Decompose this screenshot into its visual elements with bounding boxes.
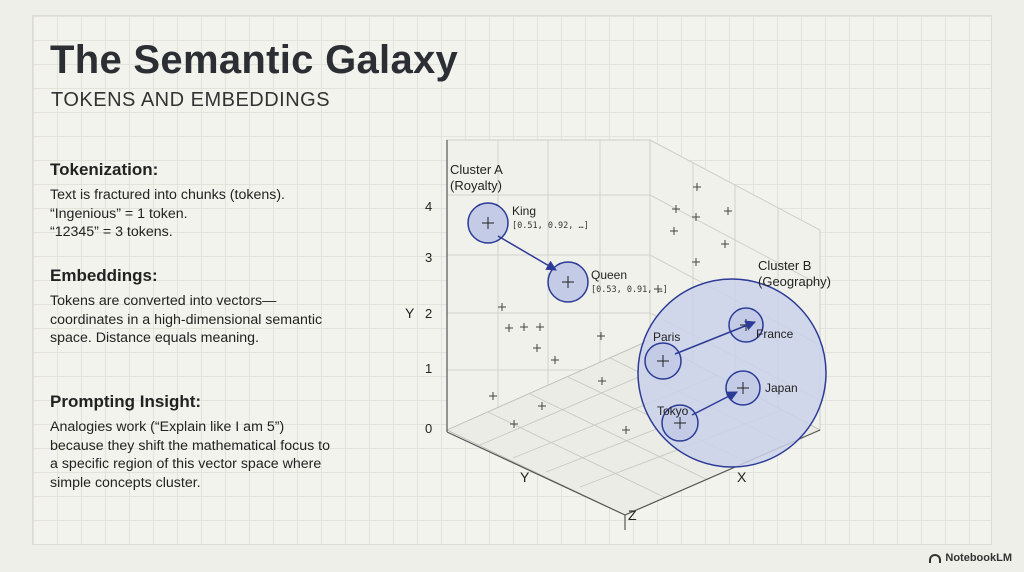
body-line: Text is fractured into chunks (tokens).	[50, 187, 285, 203]
section-embeddings: Embeddings: Tokens are converted into ve…	[50, 266, 335, 348]
section-heading: Embeddings:	[50, 266, 158, 285]
token-label: King	[512, 204, 536, 218]
token-marker	[510, 420, 518, 428]
token-marker	[597, 332, 605, 340]
token-marker	[721, 240, 729, 248]
token-marker	[598, 377, 606, 385]
token-paris: Paris	[644, 330, 682, 380]
y-axis-label: Y	[405, 305, 415, 321]
y-axis-ticks: 4 3 2 1 0	[425, 199, 432, 436]
footer-brand: NotebookLM	[929, 552, 1012, 564]
token-marker	[654, 285, 662, 293]
brand-name: NotebookLM	[945, 552, 1012, 564]
token-label: France	[756, 327, 794, 341]
token-queen: Queen [0.53, 0.91, …]	[547, 261, 668, 303]
token-marker	[724, 207, 732, 215]
section-body: Analogies work (“Explain like I am 5”) b…	[50, 419, 330, 491]
token-label: Tokyo	[657, 404, 689, 418]
token-marker	[692, 258, 700, 266]
y-tick-label: 2	[425, 306, 432, 321]
token-king: King [0.51, 0.92, …]	[467, 202, 589, 244]
token-marker	[520, 323, 528, 331]
token-marker	[489, 392, 497, 400]
token-marker	[672, 205, 680, 213]
token-vector: [0.51, 0.92, …]	[512, 221, 589, 231]
token-marker	[692, 213, 700, 221]
arrow-tokyo-japan	[691, 391, 738, 416]
page-title: The Semantic Galaxy	[50, 38, 459, 82]
section-tokenization: Tokenization: Text is fractured into chu…	[50, 160, 335, 242]
token-label: Paris	[653, 330, 680, 344]
page-subtitle: TOKENS AND EMBEDDINGS	[51, 89, 331, 111]
token-marker	[538, 402, 546, 410]
token-marker	[622, 426, 630, 434]
body-line: “Ingenious” = 1 token.	[50, 205, 188, 222]
arrow-paris-france	[674, 320, 756, 355]
token-marker	[551, 356, 559, 364]
y-tick-label: 1	[425, 361, 432, 376]
notebooklm-logo-icon	[929, 553, 942, 563]
token-marker	[533, 344, 541, 352]
z-axis-label: Z	[628, 507, 637, 523]
background-token-markers	[489, 183, 732, 434]
y-tick-label: 0	[425, 421, 432, 436]
token-marker	[670, 227, 678, 235]
body-line: “12345” = 3 tokens.	[50, 224, 173, 240]
token-marker	[536, 323, 544, 331]
token-marker	[693, 183, 701, 191]
token-marker	[505, 324, 513, 332]
y-floor-axis-label: Y	[520, 469, 530, 485]
token-tokyo: Tokyo	[657, 404, 699, 442]
section-body: Text is fractured into chunks (tokens). …	[50, 186, 335, 242]
x-axis-label: X	[737, 469, 747, 485]
arrow-king-queen	[497, 235, 557, 271]
section-prompting-insight: Prompting Insight: Analogies work (“Expl…	[50, 392, 335, 492]
token-label: Japan	[765, 381, 798, 395]
y-tick-label: 4	[425, 199, 432, 214]
section-heading: Tokenization:	[50, 160, 159, 179]
cluster-a-subtitle: (Royalty)	[450, 178, 502, 193]
token-vector: [0.53, 0.91, …]	[591, 285, 668, 295]
token-marker	[498, 303, 506, 311]
cluster-b-subtitle: (Geography)	[758, 274, 831, 289]
token-label: Queen	[591, 268, 627, 282]
section-heading: Prompting Insight:	[50, 392, 202, 411]
cluster-a-title: Cluster A	[450, 162, 503, 177]
y-tick-label: 3	[425, 250, 432, 265]
cluster-b-title: Cluster B	[758, 258, 811, 273]
section-body: Tokens are converted into vectors—coordi…	[50, 293, 323, 346]
